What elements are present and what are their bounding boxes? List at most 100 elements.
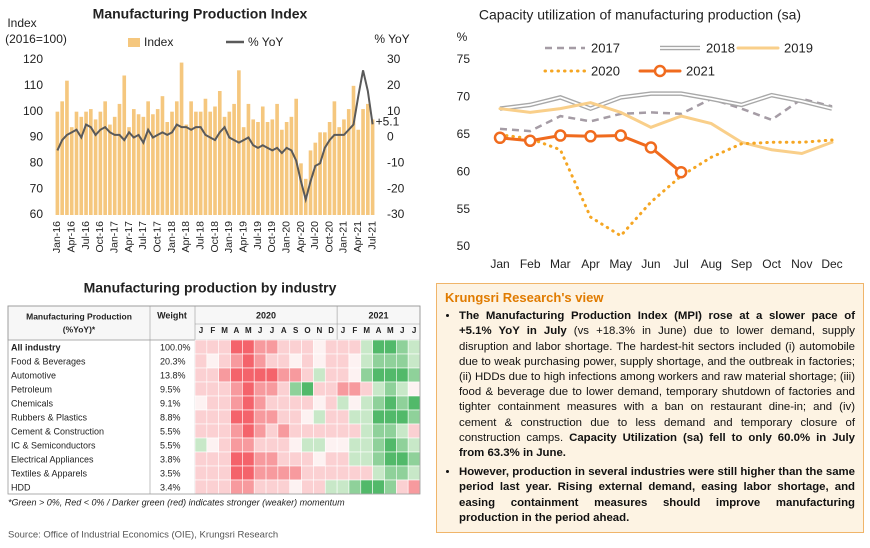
heat-cell xyxy=(301,353,314,369)
heat-cell xyxy=(253,479,267,495)
heat-cell xyxy=(348,339,362,355)
heat-cell xyxy=(277,353,291,369)
table-header: Manufacturing Production xyxy=(26,311,132,321)
bar xyxy=(89,109,93,215)
heat-cell xyxy=(230,423,243,439)
y2-tick-label: -10 xyxy=(387,156,405,170)
x-tick-label: Feb xyxy=(520,257,541,271)
row-name: Electrical Appliances xyxy=(11,454,94,464)
row-name: Automotive xyxy=(11,370,56,380)
y2-tick-label: 20 xyxy=(387,78,401,92)
bar xyxy=(217,91,222,215)
bar xyxy=(280,129,284,215)
heat-cell xyxy=(407,367,421,383)
bar xyxy=(103,101,107,215)
bar xyxy=(208,111,213,215)
heat-cell xyxy=(336,395,350,411)
view-text: (vs +18.3% in June) due to lower demand,… xyxy=(459,325,855,444)
heat-cell xyxy=(194,409,208,425)
heat-cell xyxy=(194,339,208,355)
heat-cell xyxy=(348,381,362,397)
x-tick-label: Oct-20 xyxy=(323,221,335,253)
y2-tick-label: -30 xyxy=(387,207,405,221)
x-tick-label: Apr-17 xyxy=(123,221,135,253)
heat-cell xyxy=(206,465,219,481)
view-bullets: The Manufacturing Production Index (MPI)… xyxy=(445,309,855,526)
heat-cell xyxy=(194,423,208,439)
heat-cell xyxy=(277,479,291,495)
point-marker xyxy=(674,165,688,179)
heat-cell xyxy=(301,395,314,411)
heat-cell xyxy=(289,395,302,411)
heat-cell xyxy=(372,409,385,425)
heat-cell xyxy=(253,451,267,467)
heat-cell xyxy=(230,451,243,467)
heat-cell xyxy=(218,451,231,467)
heat-cell xyxy=(348,353,362,369)
heat-cell xyxy=(301,479,314,495)
heat-cell xyxy=(384,451,397,467)
heat-cell xyxy=(372,367,385,383)
month-header: M xyxy=(221,326,228,335)
bar xyxy=(146,101,150,215)
heat-cell xyxy=(253,367,267,383)
bar xyxy=(65,80,69,216)
heat-cell xyxy=(348,465,362,481)
heat-cell xyxy=(242,381,255,397)
x-tick-label: Oct xyxy=(762,257,781,271)
heat-cell xyxy=(218,437,231,453)
heat-cell xyxy=(313,479,326,495)
heat-cell xyxy=(277,465,291,481)
heat-cell xyxy=(253,395,267,411)
heat-cell xyxy=(242,353,255,369)
heat-cell xyxy=(265,339,279,355)
heat-cell xyxy=(336,353,350,369)
bar xyxy=(194,111,198,215)
heat-cell xyxy=(372,479,385,495)
heat-cell xyxy=(242,437,255,453)
heat-cell xyxy=(360,381,373,397)
point-marker xyxy=(644,141,658,154)
x-tick-label: Jul-19 xyxy=(252,221,264,250)
heat-cell xyxy=(253,381,267,397)
bar xyxy=(60,101,64,215)
heat-cell xyxy=(396,409,409,425)
heat-cell xyxy=(348,409,362,425)
bar xyxy=(127,127,131,215)
y-tick-label: 80 xyxy=(30,156,44,170)
legend-label: % YoY xyxy=(248,35,283,49)
legend-label: 2019 xyxy=(784,40,813,55)
bar xyxy=(270,119,275,215)
point-marker xyxy=(523,134,537,148)
bar xyxy=(332,101,337,215)
month-header: M xyxy=(387,326,394,335)
x-tick-label: Oct-17 xyxy=(151,221,163,253)
row-weight: 3.4% xyxy=(160,482,181,492)
bar xyxy=(189,101,193,215)
bar xyxy=(170,111,174,215)
heat-cell xyxy=(242,409,255,425)
series-line xyxy=(499,97,833,133)
row-name: Chemicals xyxy=(11,398,54,408)
heat-cell xyxy=(265,451,279,467)
bar xyxy=(69,127,74,215)
heat-cell xyxy=(324,437,338,453)
heat-cell xyxy=(206,423,219,439)
row-weight: 13.8% xyxy=(160,370,186,380)
heat-cell xyxy=(313,339,326,355)
heat-cell xyxy=(324,479,338,495)
y-axis-label: Index xyxy=(7,16,36,30)
row-weight: 100.0% xyxy=(160,342,191,352)
x-tick-label: Jan-19 xyxy=(223,221,235,253)
x-tick-label: Jan-16 xyxy=(51,221,63,253)
bar xyxy=(117,103,122,215)
heat-cell xyxy=(242,423,255,439)
heat-cell xyxy=(301,367,314,383)
month-header: A xyxy=(281,326,287,335)
heat-cell xyxy=(313,353,326,369)
row-name: Petroleum xyxy=(11,384,52,394)
heat-cell xyxy=(372,437,385,453)
bar xyxy=(294,98,299,215)
point-marker xyxy=(614,129,627,142)
heat-cell xyxy=(407,479,421,495)
